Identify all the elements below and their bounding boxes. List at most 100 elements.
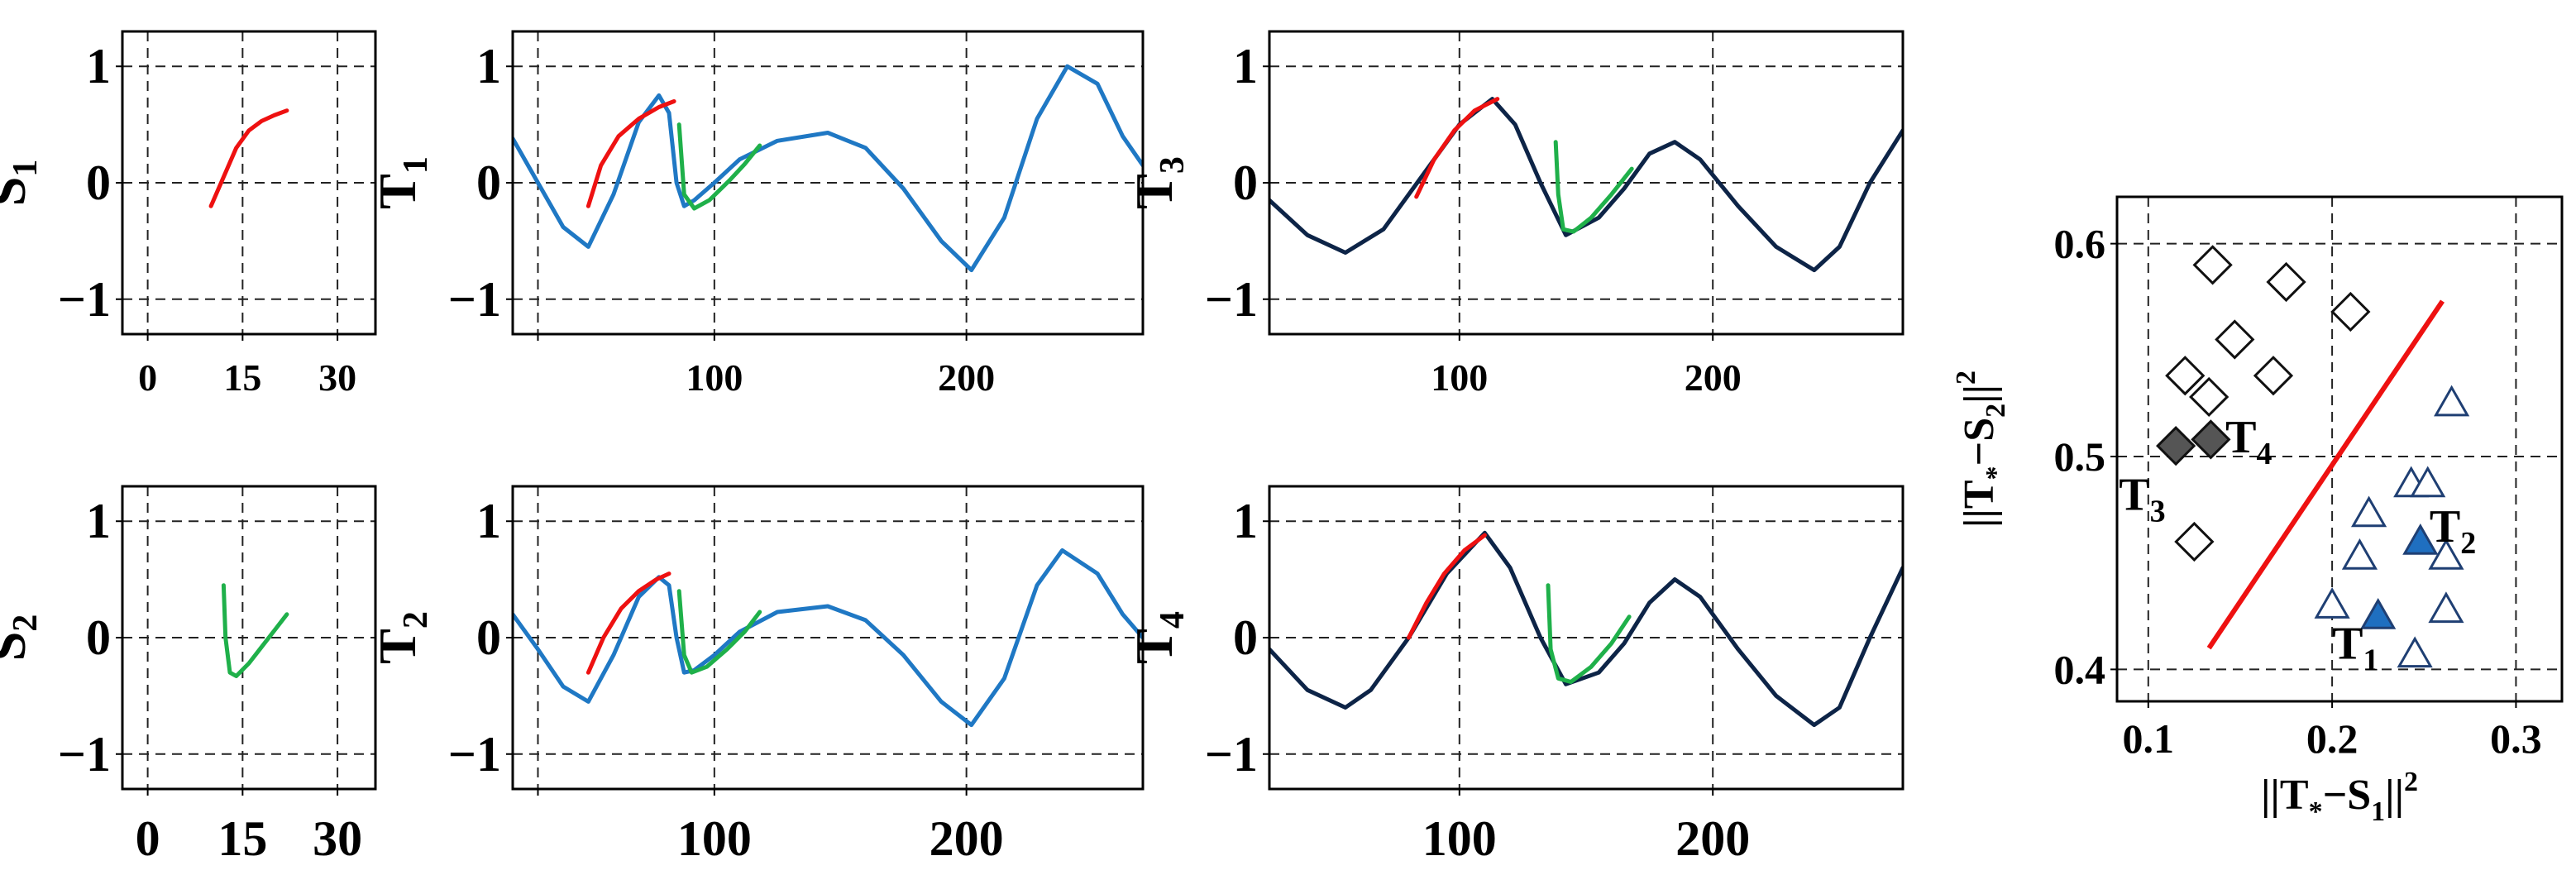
y-axis-label: T2 — [368, 611, 435, 664]
triangle-marker — [2434, 385, 2470, 417]
series-line-red — [208, 108, 289, 208]
y-tick-label: 0 — [476, 610, 501, 665]
series-line-navy — [1269, 530, 1903, 728]
triangle-marker — [2410, 466, 2446, 498]
series-line-red — [1414, 97, 1500, 199]
y-tick-label: −1 — [58, 727, 111, 782]
triangle-marker — [2341, 538, 2378, 570]
plot-area — [208, 108, 289, 208]
x-tick-label: 200 — [1685, 356, 1742, 399]
y-tick-label: 0 — [86, 155, 111, 210]
diamond-marker — [2165, 356, 2206, 396]
y-tick-label: 0 — [86, 610, 111, 665]
x-tick-label: 15 — [217, 811, 267, 866]
triangle-marker-filled — [2360, 598, 2397, 629]
plot-area — [2156, 245, 2470, 668]
diamond-marker — [2174, 521, 2215, 562]
y-axis-label: S1 — [0, 160, 45, 207]
y-tick-label: 1 — [476, 494, 501, 548]
panel-t2: 100 200 −1 0 1 T2 — [368, 485, 1145, 866]
series-line-red — [585, 99, 676, 208]
triangle-marker — [2350, 495, 2387, 528]
x-tick-label: 30 — [318, 356, 356, 399]
triangle-marker — [2428, 591, 2464, 624]
x-tick-label: 100 — [677, 811, 752, 866]
series-line-navy — [1269, 97, 1903, 273]
y-tick-label: 0 — [1233, 155, 1258, 210]
series-line-green — [676, 589, 762, 675]
panel-scatter: 0.1 0.2 0.3 0.4 0.5 0.6 ||T*−S1||2 ||T*−S2||2 — [1951, 195, 2564, 827]
diamond-marker-filled — [2191, 419, 2231, 460]
x-tick-label: 30 — [313, 811, 362, 866]
plot-area — [1269, 97, 1903, 273]
series-line-green — [1553, 140, 1634, 234]
y-tick-label: −1 — [448, 272, 501, 327]
x-tick-label: 0 — [136, 811, 160, 866]
y-axis-label: ||T*−S2||2 — [1951, 371, 2011, 528]
axes-frame — [121, 485, 377, 791]
plot-area — [221, 583, 289, 678]
diamond-marker — [2330, 291, 2371, 332]
y-tick-label: 0.5 — [2054, 433, 2106, 480]
x-tick-label: 200 — [930, 811, 1004, 866]
series-line-green — [1546, 583, 1632, 684]
y-axis-label: S2 — [0, 614, 45, 662]
series-line-red — [585, 571, 671, 675]
y-tick-label: 1 — [86, 39, 111, 93]
diamond-marker — [2215, 319, 2255, 360]
diamond-marker — [2189, 376, 2230, 418]
x-tick-label: 200 — [938, 356, 995, 399]
x-tick-label: 200 — [1675, 811, 1750, 866]
y-tick-label: 0.4 — [2054, 646, 2106, 692]
y-tick-label: 0 — [476, 155, 501, 210]
x-tick-label: 100 — [1422, 811, 1497, 866]
separator-line — [2206, 299, 2445, 650]
annotation-t2: T2 — [2430, 501, 2476, 561]
y-tick-label: 1 — [1233, 39, 1258, 93]
triangle-marker — [2314, 587, 2350, 619]
y-tick-label: −1 — [1205, 272, 1258, 327]
axes-frame — [1268, 485, 1905, 791]
x-tick-label: 0.3 — [2490, 715, 2542, 762]
y-tick-label: −1 — [1205, 727, 1258, 782]
y-tick-label: 0 — [1233, 610, 1258, 665]
axes-frame — [2115, 195, 2564, 703]
y-tick-label: 1 — [1233, 494, 1258, 548]
x-axis-label: ||T*−S1||2 — [2261, 767, 2418, 827]
panel-t1: 100 200 −1 0 1 T1 — [368, 30, 1145, 399]
panel-s1: 0 15 30 −1 0 1 S1 — [0, 30, 377, 399]
triangle-marker — [2428, 538, 2464, 570]
series-line-blue — [513, 547, 1143, 728]
y-tick-label: −1 — [448, 727, 501, 782]
axes-frame — [121, 30, 377, 336]
plot-area — [513, 547, 1143, 728]
plot-area — [1269, 530, 1903, 728]
x-tick-label: 15 — [223, 356, 261, 399]
diamond-marker-filled — [2156, 426, 2196, 466]
axes-frame — [1268, 30, 1905, 336]
x-tick-label: 100 — [686, 356, 743, 399]
x-tick-label: 0.1 — [2123, 715, 2175, 762]
series-line-blue — [513, 64, 1143, 273]
diamond-marker — [2266, 261, 2306, 303]
x-tick-label: 100 — [1431, 356, 1488, 399]
series-line-green — [676, 122, 762, 211]
annotation-t4: T4 — [2225, 412, 2272, 471]
annotation-t1: T1 — [2332, 619, 2378, 678]
triangle-marker — [2397, 636, 2433, 668]
axes-frame — [511, 485, 1145, 791]
y-tick-label: 1 — [86, 494, 111, 548]
series-line-green — [221, 583, 289, 678]
axes-frame — [511, 30, 1145, 336]
y-tick-label: 0.6 — [2054, 221, 2106, 267]
y-tick-label: −1 — [58, 272, 111, 327]
panel-t3: 100 200 −1 0 1 T3 — [1125, 30, 1905, 399]
series-line-red — [1407, 533, 1487, 640]
panel-s2: 0 15 30 −1 0 1 S2 — [0, 485, 377, 866]
annotation-t3: T3 — [2119, 469, 2165, 528]
plot-area — [513, 64, 1143, 273]
x-tick-label: 0.2 — [2306, 715, 2359, 762]
panel-t4: 100 200 −1 0 1 T4 — [1125, 485, 1905, 866]
x-tick-label: 0 — [138, 356, 157, 399]
